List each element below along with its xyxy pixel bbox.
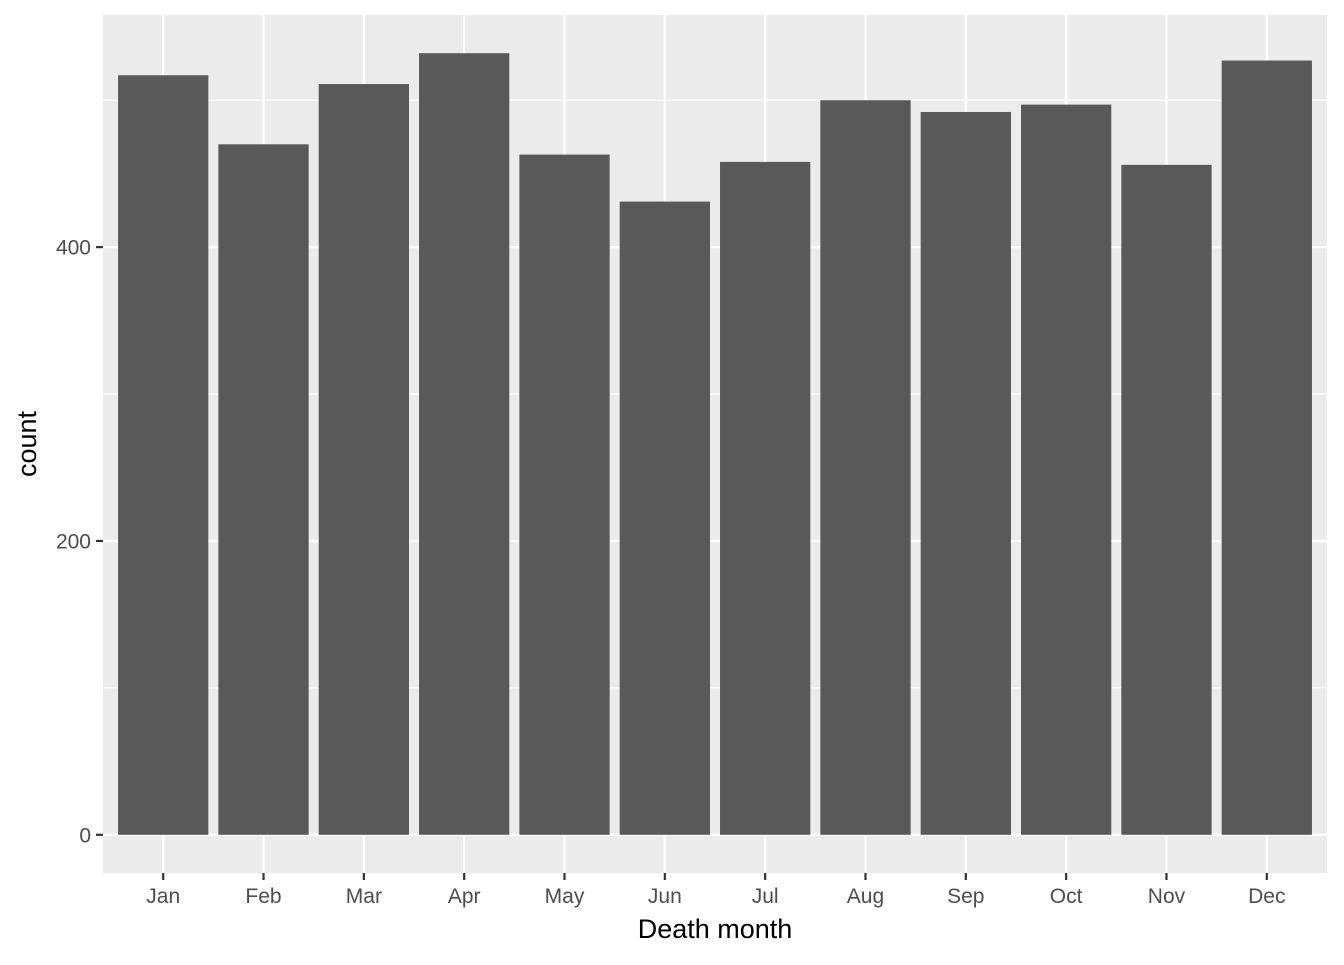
x-tick-label: Oct	[1050, 885, 1083, 908]
x-tick-label: Dec	[1248, 885, 1285, 908]
y-axis-title: count	[12, 410, 42, 477]
y-tick-label: 0	[79, 824, 91, 847]
x-axis-title: Death month	[638, 914, 793, 944]
bar-aug	[820, 100, 911, 835]
bar-jul	[720, 161, 811, 835]
y-tick-label: 200	[56, 530, 91, 553]
bar-oct	[1021, 104, 1112, 835]
x-tick-label: Jan	[146, 885, 180, 908]
x-tick-label: Jul	[752, 885, 779, 908]
x-tick-label: Nov	[1148, 885, 1186, 908]
x-tick-label: Sep	[947, 885, 984, 908]
x-tick-label: Mar	[346, 885, 382, 908]
bar-feb	[218, 144, 309, 835]
bar-sep	[920, 111, 1011, 835]
bar-dec	[1221, 60, 1312, 835]
x-tick-label: Jun	[648, 885, 682, 908]
x-tick-label: Feb	[245, 885, 281, 908]
bar-apr	[419, 53, 510, 835]
bar-jan	[118, 75, 209, 835]
bar-nov	[1121, 164, 1212, 835]
x-tick-label: May	[545, 885, 585, 908]
bar-mar	[318, 84, 409, 835]
bars	[118, 53, 1312, 835]
bar-may	[519, 154, 610, 835]
x-tick-label: Aug	[847, 885, 884, 908]
bar-jun	[619, 201, 710, 835]
y-axis: 0 200 400	[56, 237, 103, 847]
x-axis: Jan Feb Mar Apr May Jun Jul Aug Sep Oct Nov Dec	[146, 873, 1285, 908]
x-tick-label: Apr	[448, 885, 481, 908]
y-tick-label: 400	[56, 237, 91, 260]
